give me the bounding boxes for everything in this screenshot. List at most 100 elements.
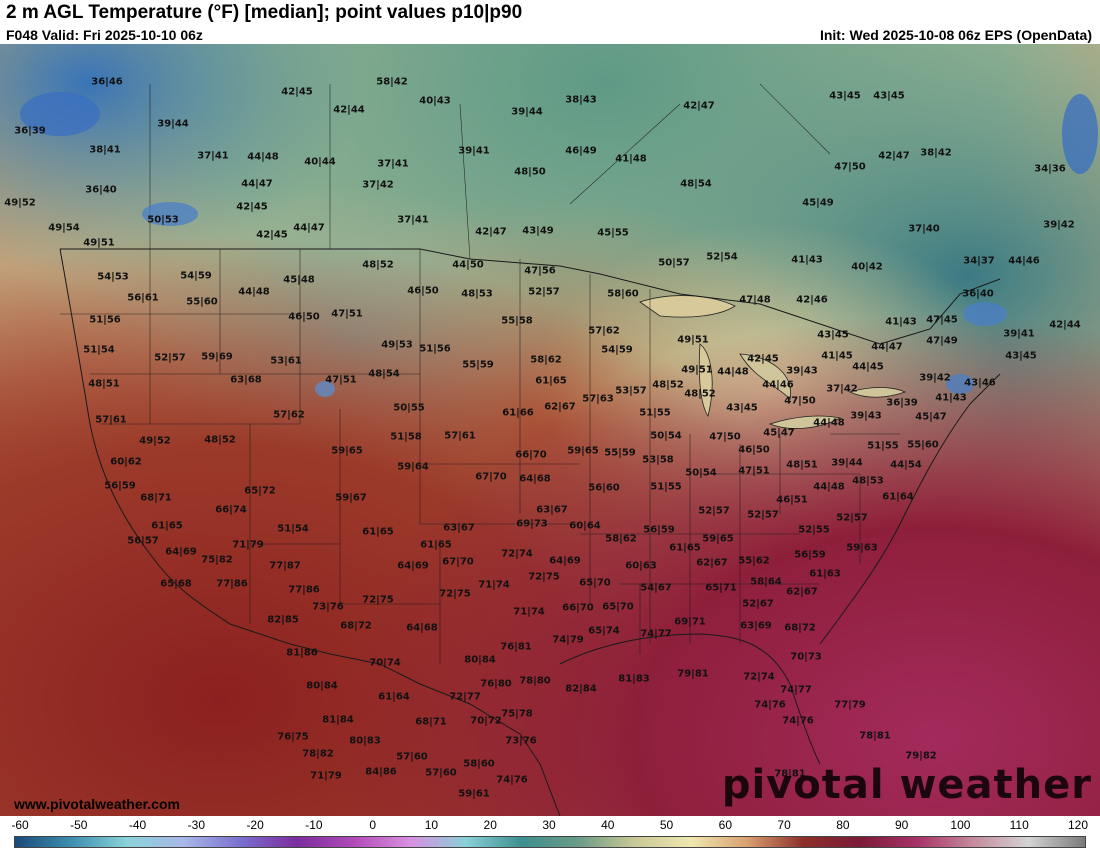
point-value: 40|42 bbox=[851, 261, 883, 273]
point-value: 41|43 bbox=[885, 316, 917, 328]
point-value: 45|48 bbox=[283, 274, 315, 286]
point-value: 42|45 bbox=[747, 353, 779, 365]
point-value: 44|47 bbox=[241, 178, 273, 190]
point-value: 66|70 bbox=[562, 602, 594, 614]
point-value: 47|49 bbox=[926, 335, 958, 347]
point-value: 78|82 bbox=[302, 748, 334, 760]
point-value: 61|63 bbox=[809, 568, 841, 580]
point-value: 39|43 bbox=[786, 365, 818, 377]
point-value: 51|54 bbox=[277, 523, 309, 535]
point-value: 42|47 bbox=[683, 100, 715, 112]
point-value: 51|56 bbox=[89, 314, 121, 326]
pivotal-weather-logo: pivotal weather bbox=[721, 762, 1092, 808]
point-value: 49|51 bbox=[681, 364, 713, 376]
point-value: 36|40 bbox=[85, 184, 117, 196]
point-value: 49|54 bbox=[48, 222, 80, 234]
point-value: 74|79 bbox=[552, 634, 584, 646]
point-value: 42|46 bbox=[796, 294, 828, 306]
point-value: 43|46 bbox=[964, 377, 996, 389]
point-value: 63|68 bbox=[230, 374, 262, 386]
point-value: 45|47 bbox=[915, 411, 947, 423]
colorbar-tick-label: 110 bbox=[1009, 818, 1029, 832]
point-value: 80|84 bbox=[464, 654, 496, 666]
colorbar-tick-label: 60 bbox=[718, 818, 733, 832]
colorbar-tick-label: 90 bbox=[894, 818, 909, 832]
point-value: 54|53 bbox=[97, 271, 129, 283]
point-value: 79|82 bbox=[905, 750, 937, 762]
point-value: 68|72 bbox=[784, 622, 816, 634]
point-value: 50|53 bbox=[147, 214, 179, 226]
point-value: 44|45 bbox=[852, 361, 884, 373]
point-value: 54|59 bbox=[180, 270, 212, 282]
init-time: Init: Wed 2025-10-08 06z EPS (OpenData) bbox=[819, 27, 1092, 43]
point-value: 39|43 bbox=[850, 410, 882, 422]
point-value: 47|51 bbox=[738, 465, 770, 477]
point-value: 53|61 bbox=[270, 355, 302, 367]
point-value: 67|70 bbox=[475, 471, 507, 483]
point-value: 78|81 bbox=[774, 768, 806, 780]
colorbar-tick-label: -20 bbox=[246, 818, 264, 832]
point-value: 39|42 bbox=[1043, 219, 1075, 231]
point-value: 56|57 bbox=[127, 535, 159, 547]
point-value: 58|64 bbox=[750, 576, 782, 588]
point-value: 64|68 bbox=[519, 473, 551, 485]
point-value: 44|48 bbox=[813, 417, 845, 429]
point-value: 47|56 bbox=[524, 265, 556, 277]
point-value: 58|60 bbox=[607, 288, 639, 300]
point-value: 71|74 bbox=[513, 606, 545, 618]
colorbar-tick-label: 120 bbox=[1067, 818, 1089, 832]
point-value: 43|49 bbox=[522, 225, 554, 237]
point-value: 48|53 bbox=[852, 475, 884, 487]
site-url[interactable]: www.pivotalweather.com bbox=[14, 796, 180, 812]
colorbar-tick-label: 40 bbox=[601, 818, 615, 832]
point-value: 53|57 bbox=[615, 385, 647, 397]
point-value: 55|60 bbox=[907, 439, 939, 451]
point-value: 43|45 bbox=[1005, 350, 1037, 362]
point-value: 48|54 bbox=[680, 178, 712, 190]
point-value: 67|70 bbox=[442, 556, 474, 568]
point-value: 45|47 bbox=[763, 427, 795, 439]
point-value: 48|52 bbox=[684, 388, 716, 400]
point-value: 44|48 bbox=[247, 151, 279, 163]
point-value: 59|65 bbox=[567, 445, 599, 457]
colorbar-tick-label: -40 bbox=[128, 818, 147, 832]
point-value: 44|48 bbox=[717, 366, 749, 378]
point-value: 84|86 bbox=[365, 766, 397, 778]
point-value: 48|51 bbox=[786, 459, 818, 471]
point-value: 60|64 bbox=[569, 520, 601, 532]
point-value: 51|55 bbox=[650, 481, 682, 493]
point-value: 59|61 bbox=[458, 788, 490, 800]
point-value: 78|80 bbox=[519, 675, 551, 687]
point-value: 63|69 bbox=[740, 620, 772, 632]
point-value: 58|62 bbox=[530, 354, 562, 366]
point-value: 81|83 bbox=[618, 673, 650, 685]
point-value: 56|59 bbox=[104, 480, 136, 492]
point-value: 59|67 bbox=[335, 492, 367, 504]
temperature-map[interactable]: 36|46 58|42 42|45 40|43 42|44 39|44 38|43 42|47… bbox=[0, 44, 1100, 816]
colorbar-tick-label: -50 bbox=[70, 818, 88, 832]
point-value: 47|50 bbox=[834, 161, 866, 173]
point-value: 82|84 bbox=[565, 683, 597, 695]
point-value: 65|74 bbox=[588, 625, 620, 637]
point-value: 68|71 bbox=[415, 716, 447, 728]
point-value: 42|45 bbox=[256, 229, 288, 241]
map-canvas bbox=[0, 44, 1100, 816]
point-value: 65|71 bbox=[705, 582, 737, 594]
point-value: 75|78 bbox=[501, 708, 533, 720]
point-value: 66|70 bbox=[515, 449, 547, 461]
point-value: 48|54 bbox=[368, 368, 400, 380]
point-value: 73|76 bbox=[505, 735, 537, 747]
point-value: 77|79 bbox=[834, 699, 866, 711]
point-value: 43|45 bbox=[817, 329, 849, 341]
point-value: 38|42 bbox=[920, 147, 952, 159]
map-header: 2 m AGL Temperature (°F) [median]; point… bbox=[0, 0, 1100, 44]
point-value: 55|62 bbox=[738, 555, 770, 567]
point-value: 56|61 bbox=[127, 292, 159, 304]
point-value: 48|52 bbox=[204, 434, 236, 446]
point-value: 51|56 bbox=[419, 343, 451, 355]
point-value: 59|65 bbox=[331, 445, 363, 457]
point-value: 40|43 bbox=[419, 95, 451, 107]
point-value: 39|41 bbox=[458, 145, 490, 157]
colorbar-tick-label: 50 bbox=[659, 818, 674, 832]
point-value: 39|42 bbox=[919, 372, 951, 384]
